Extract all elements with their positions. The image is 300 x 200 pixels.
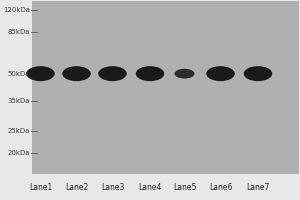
Text: 35kDa: 35kDa xyxy=(8,98,30,104)
Ellipse shape xyxy=(136,66,164,81)
Text: Lane2: Lane2 xyxy=(65,182,88,192)
Text: Lane3: Lane3 xyxy=(101,182,124,192)
Text: Lane6: Lane6 xyxy=(209,182,232,192)
Text: Lane5: Lane5 xyxy=(173,182,196,192)
Text: 50kDa: 50kDa xyxy=(8,71,30,77)
Ellipse shape xyxy=(244,66,272,81)
Text: 25kDa: 25kDa xyxy=(8,128,30,134)
Ellipse shape xyxy=(26,66,55,81)
Bar xyxy=(32,1,298,174)
Ellipse shape xyxy=(175,69,194,79)
Text: Lane1: Lane1 xyxy=(29,182,52,192)
Text: 20kDa: 20kDa xyxy=(8,150,30,156)
Text: 120kDa: 120kDa xyxy=(3,7,30,13)
Text: 85kDa: 85kDa xyxy=(8,29,30,35)
Ellipse shape xyxy=(206,66,235,81)
Ellipse shape xyxy=(62,66,91,81)
Text: Lane4: Lane4 xyxy=(138,182,162,192)
Text: Lane7: Lane7 xyxy=(246,182,270,192)
Ellipse shape xyxy=(98,66,127,81)
